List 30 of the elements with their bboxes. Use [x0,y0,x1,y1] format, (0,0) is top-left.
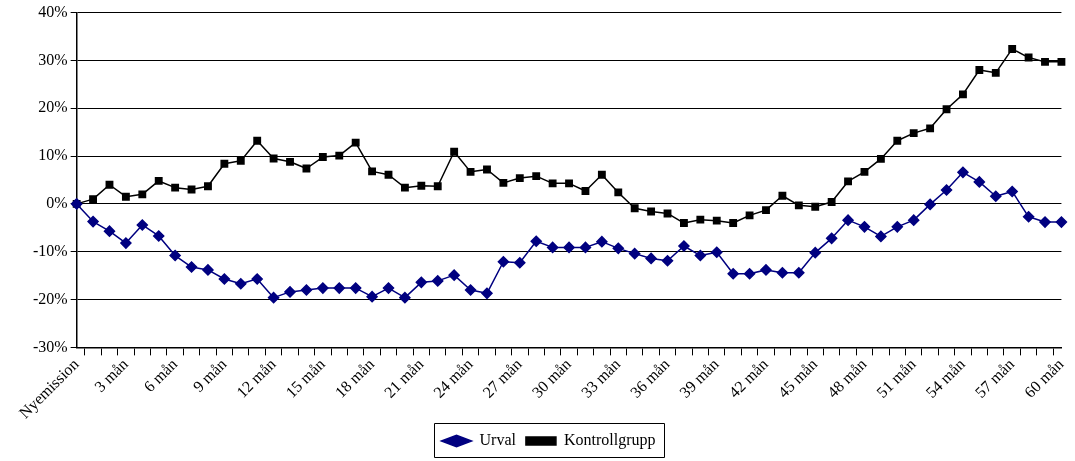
y-tick-label: 10% [38,146,68,164]
y-tick-label: -10% [33,241,68,259]
x-tick-label: 33 mån [577,355,624,401]
legend-label: Kontrollgrupp [563,431,656,450]
x-tick-label: 21 mån [380,355,427,401]
x-tick-label: 51 mån [873,355,919,401]
x-tick-label: 54 mån [922,355,969,401]
y-tick-label: 20% [38,98,68,116]
x-tick-label: 42 mån [725,355,772,401]
x-tick-label: 57 mån [971,355,1018,401]
y-tick-label: 40% [38,2,68,20]
y-tick-label: 0% [46,194,68,212]
x-tick-label: 45 mån [774,355,821,401]
x-tick-label: 39 mån [676,355,722,401]
x-tick-label: 24 mån [430,355,476,401]
x-tick-label: 27 mån [479,355,525,401]
x-tick-label: 48 mån [823,355,870,401]
x-tick-label: 9 mån [189,355,230,396]
x-tick-label: 15 mån [282,355,328,401]
x-tick-label: 12 mån [233,355,279,401]
legend-label: Urval [479,431,517,449]
y-tick-label: 30% [38,50,68,68]
x-tick-label: 36 mån [626,355,673,401]
x-tick-label: 30 mån [528,355,575,401]
x-tick-label: 3 mån [91,355,131,396]
x-tick-label: 6 mån [140,355,181,396]
y-tick-label: -20% [33,289,68,307]
x-tick-label: 60 mån [1020,355,1067,401]
y-tick-label: -30% [33,337,68,355]
x-tick-label: 18 mån [331,355,378,401]
